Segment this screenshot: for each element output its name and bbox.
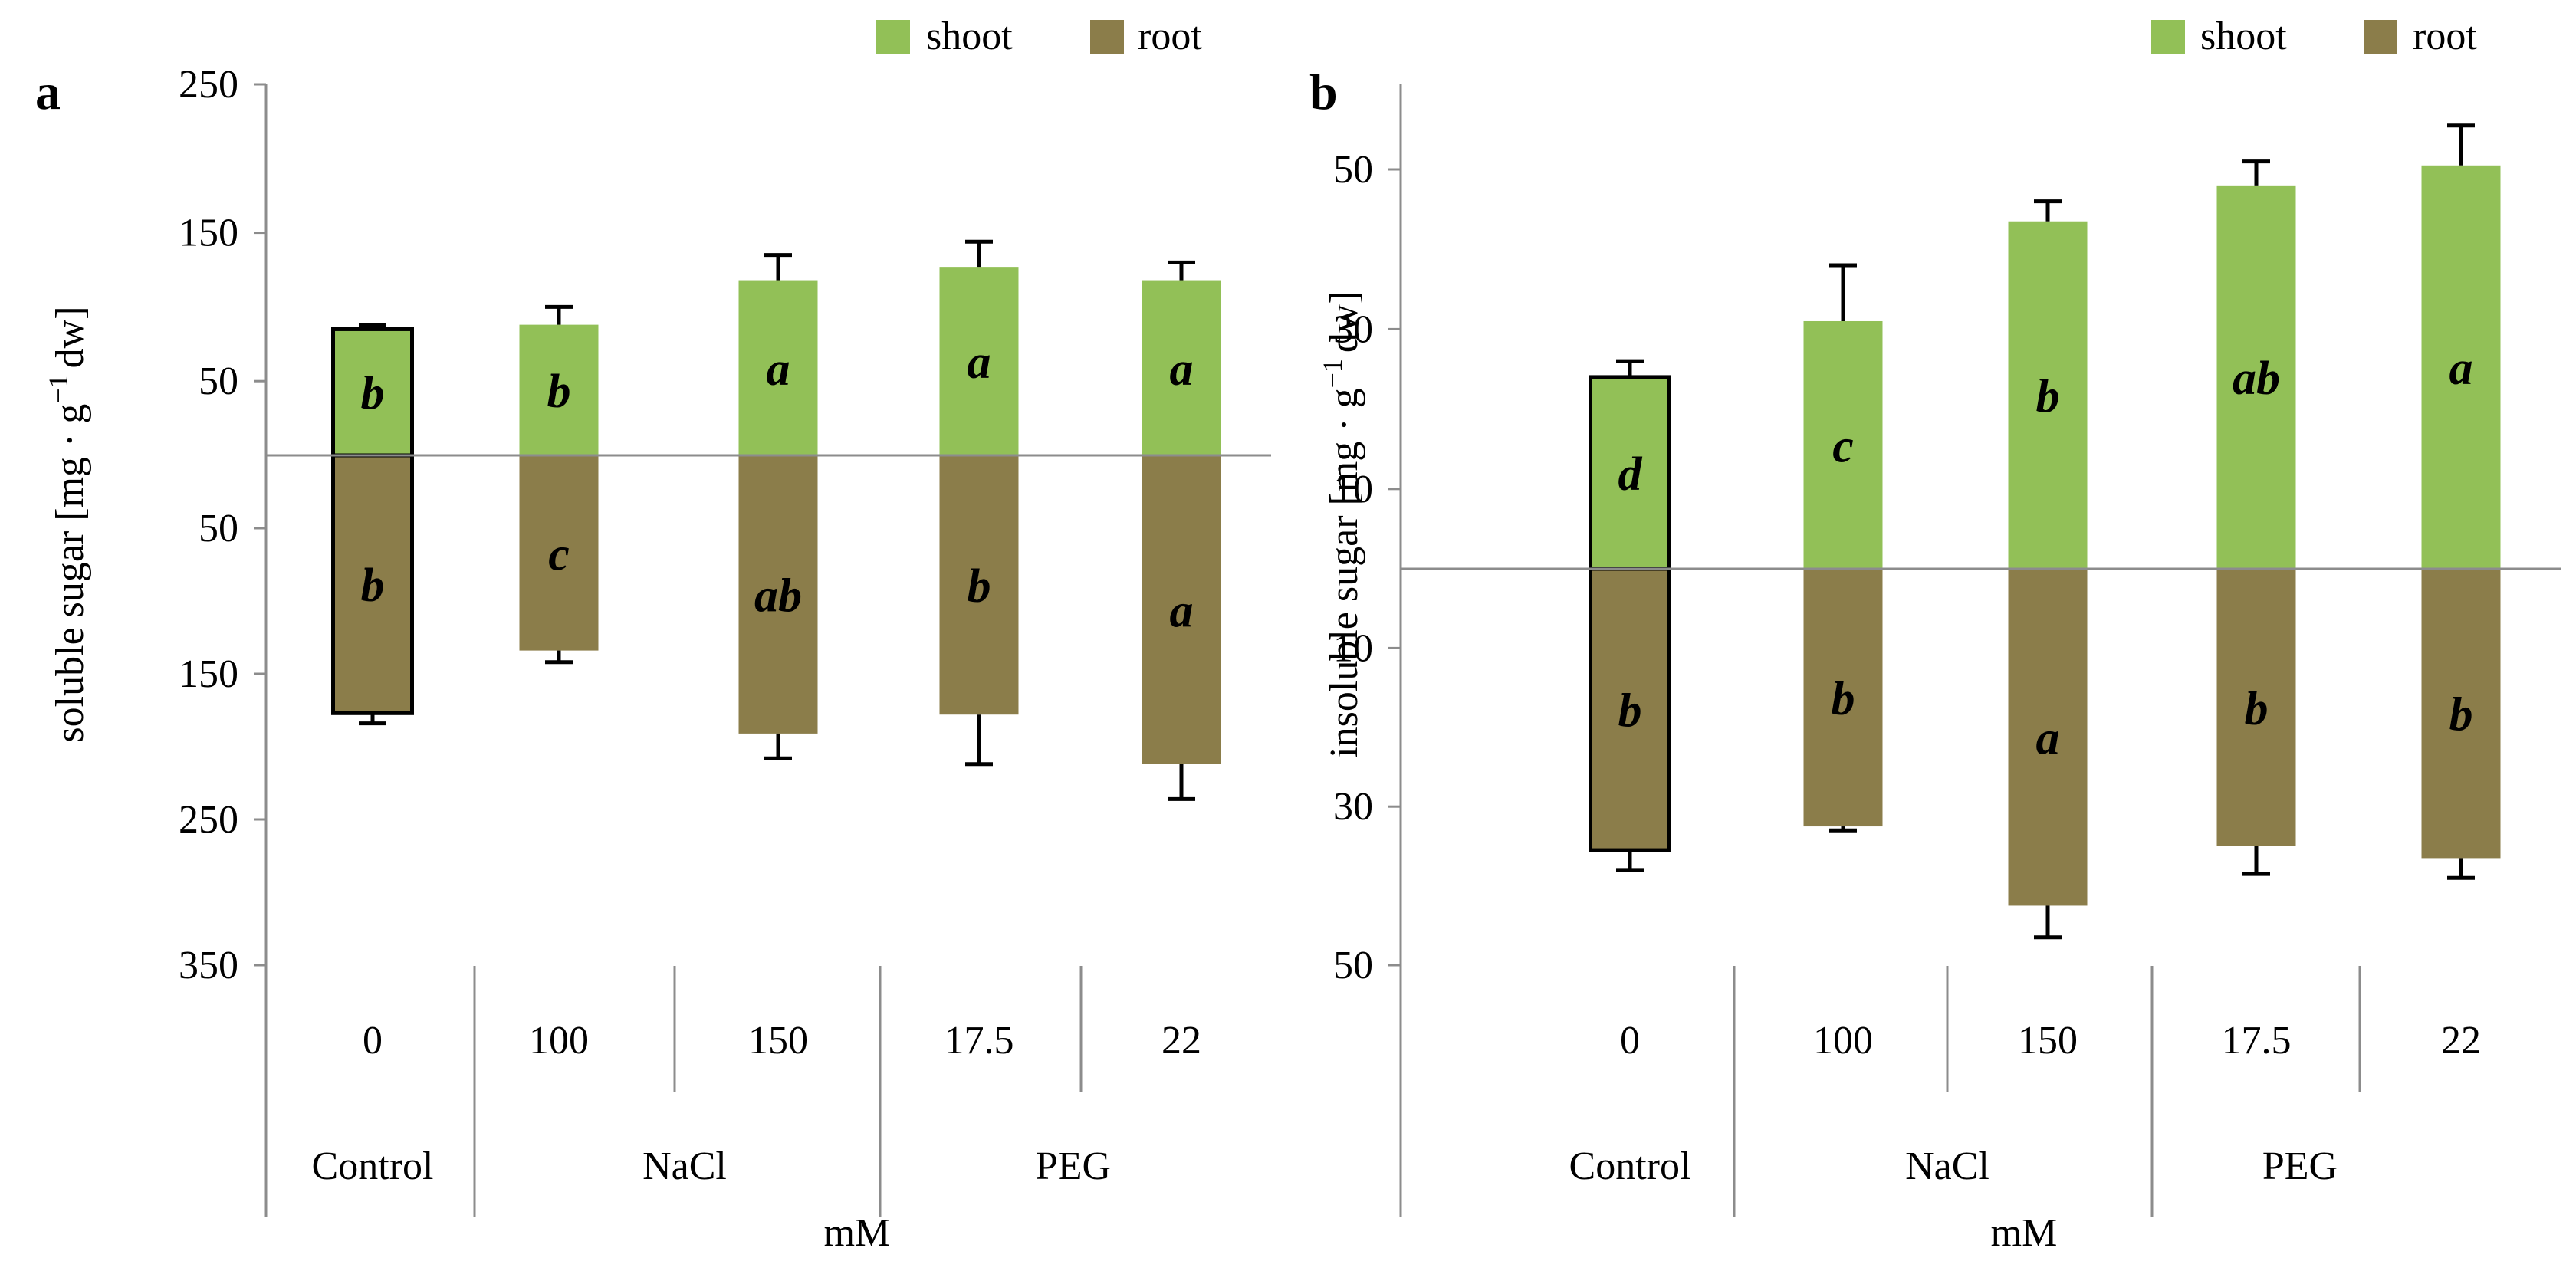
y-tick-label: 250 bbox=[179, 63, 238, 107]
x-group-label: PEG bbox=[1036, 1145, 1111, 1188]
legend: shoot root bbox=[876, 15, 1202, 58]
bar-shoot-150 bbox=[738, 280, 818, 455]
x-group-label: PEG bbox=[2262, 1145, 2338, 1188]
y-axis-label-main: insoluble sugar [mg · g bbox=[1322, 388, 1366, 757]
sig-letter-shoot-22: a bbox=[1170, 343, 1194, 396]
legend: shoot root bbox=[2151, 15, 2477, 58]
x-category-label: 17.5 bbox=[2222, 1019, 2292, 1062]
y-tick-label: 350 bbox=[179, 944, 238, 987]
legend-label-shoot: shoot bbox=[926, 15, 1013, 58]
sig-letter-root-100: b bbox=[1832, 673, 1855, 725]
x-category-label: 100 bbox=[529, 1019, 589, 1062]
sig-letter-shoot-150: a bbox=[767, 343, 790, 396]
x-group-label: Control bbox=[312, 1145, 434, 1188]
bar-root-150 bbox=[2008, 569, 2088, 906]
bar-shoot-17.5 bbox=[939, 267, 1019, 455]
y-axis-label-sup: −1 bbox=[1317, 359, 1348, 388]
x-category-label: 0 bbox=[1620, 1019, 1640, 1062]
y-tick-label: 50 bbox=[199, 360, 238, 403]
x-unit-label: mM bbox=[1991, 1211, 2058, 1255]
y-axis-label-end: dw] bbox=[48, 306, 92, 368]
x-category-label: 17.5 bbox=[945, 1019, 1014, 1062]
y-axis-label: insoluble sugar [mg · g−1 dw] bbox=[1317, 291, 1366, 758]
chart-panel-a: a 250 150 50 50 150 250 350 soluble sugar [mg · … bbox=[35, 15, 1271, 1255]
bar-shoot-0 bbox=[1589, 375, 1671, 571]
x-category-label: 0 bbox=[363, 1019, 383, 1062]
sig-letter-shoot-100: b bbox=[547, 366, 571, 418]
x-unit-label: mM bbox=[824, 1211, 891, 1255]
sig-letter-root-100: c bbox=[548, 528, 570, 580]
bar-shoot-17.5 bbox=[2216, 185, 2296, 569]
legend-swatch-root bbox=[2364, 20, 2397, 54]
bar-shoot-100 bbox=[519, 324, 599, 455]
sig-letter-shoot-0: b bbox=[361, 368, 385, 420]
sig-letter-root-150: a bbox=[2036, 713, 2060, 765]
sig-letter-shoot-150: b bbox=[2036, 370, 2060, 422]
sig-letter-shoot-17.5: a bbox=[968, 337, 991, 389]
y-tick-label: 150 bbox=[179, 212, 238, 255]
bar-root-100 bbox=[1803, 569, 1883, 827]
sig-letter-root-0: b bbox=[361, 560, 385, 612]
y-tick-label: 50 bbox=[1333, 944, 1373, 987]
x-category-label: 100 bbox=[1813, 1019, 1873, 1062]
sig-letter-root-17.5: b bbox=[2245, 683, 2269, 735]
legend-label-root: root bbox=[2413, 15, 2477, 58]
y-axis-label-sup: −1 bbox=[43, 374, 74, 403]
bar-root-17.5 bbox=[2216, 569, 2296, 846]
y-tick-label: 10 bbox=[1333, 468, 1373, 511]
y-tick-label: 50 bbox=[199, 507, 238, 550]
x-category-label: 150 bbox=[2018, 1019, 2078, 1062]
legend-swatch-root bbox=[1090, 20, 1124, 54]
chart-panel-b: b 50 30 10 10 30 50 insoluble sugar [mg · g−1 dw… bbox=[1309, 15, 2561, 1255]
bar-shoot-22 bbox=[1142, 280, 1221, 455]
x-category-label: 150 bbox=[748, 1019, 808, 1062]
bar-root-150 bbox=[738, 455, 818, 734]
y-axis-label: soluble sugar [mg · g−1 dw] bbox=[43, 306, 92, 742]
y-tick-label: 10 bbox=[1333, 626, 1373, 670]
sig-letter-root-22: b bbox=[2450, 689, 2473, 741]
x-category-label: 22 bbox=[2441, 1019, 2481, 1062]
sig-letter-shoot-22: a bbox=[2450, 343, 2473, 395]
bar-shoot-150 bbox=[2008, 221, 2088, 569]
bar-shoot-22 bbox=[2421, 165, 2501, 570]
sig-letter-root-22: a bbox=[1170, 585, 1194, 637]
legend-label-root: root bbox=[1138, 15, 1202, 58]
x-group-label: NaCl bbox=[1905, 1145, 1990, 1188]
bar-shoot-0 bbox=[331, 327, 414, 458]
bar-shoot-100 bbox=[1803, 320, 1883, 569]
legend-swatch-shoot bbox=[2151, 20, 2185, 54]
x-category-label: 22 bbox=[1162, 1019, 1201, 1062]
sig-letter-root-150: ab bbox=[754, 570, 802, 622]
sig-letter-root-17.5: b bbox=[968, 560, 991, 613]
legend-swatch-shoot bbox=[876, 20, 910, 54]
legend-label-shoot: shoot bbox=[2200, 15, 2287, 58]
panel-label: b bbox=[1309, 64, 1338, 120]
x-group-label: NaCl bbox=[642, 1145, 727, 1188]
y-tick-label: 30 bbox=[1333, 785, 1373, 829]
sig-letter-root-0: b bbox=[1618, 685, 1642, 737]
bar-root-100 bbox=[519, 455, 599, 651]
sig-letter-shoot-17.5: ab bbox=[2233, 353, 2280, 405]
y-tick-label: 50 bbox=[1333, 148, 1373, 192]
sig-letter-shoot-100: c bbox=[1832, 420, 1854, 472]
y-axis-label-main: soluble sugar [mg · g bbox=[48, 404, 92, 743]
y-tick-label: 250 bbox=[179, 798, 238, 842]
y-tick-label: 150 bbox=[179, 652, 238, 696]
bar-root-22 bbox=[2421, 569, 2501, 859]
bar-root-22 bbox=[1142, 455, 1221, 764]
panel-label: a bbox=[35, 64, 61, 120]
y-axis-label-end: dw] bbox=[1322, 291, 1366, 353]
y-tick-label: 30 bbox=[1333, 307, 1373, 351]
bar-root-17.5 bbox=[939, 455, 1019, 715]
sig-letter-shoot-0: d bbox=[1618, 448, 1643, 501]
x-group-label: Control bbox=[1569, 1145, 1691, 1188]
